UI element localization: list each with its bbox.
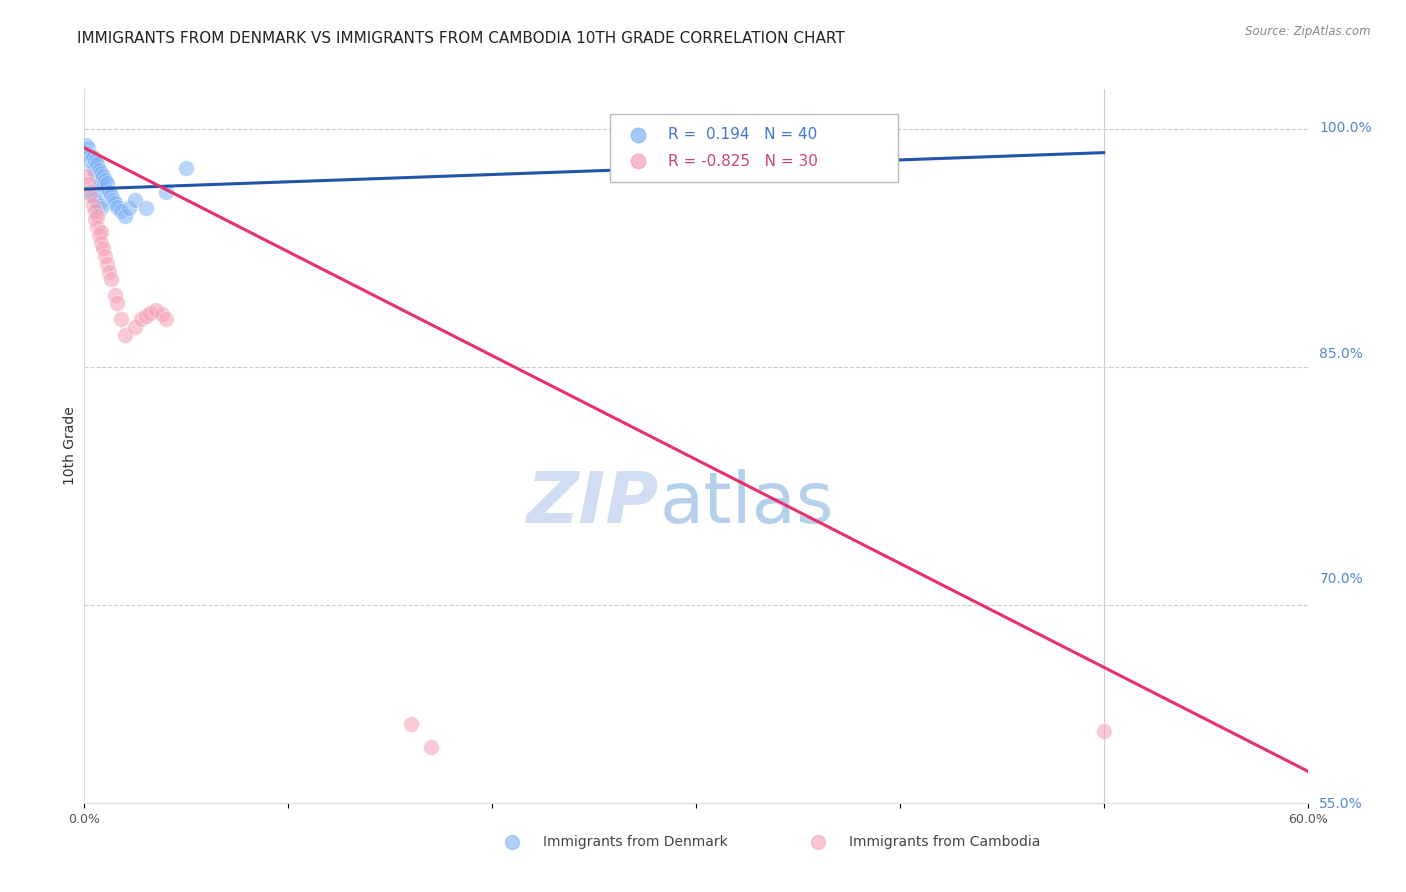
Point: [110, 312, 132, 326]
Point: [77, 178, 100, 192]
Point: [86, 169, 108, 184]
Point: [96, 257, 118, 271]
Point: [86, 220, 108, 235]
Text: IMMIGRANTS FROM DENMARK VS IMMIGRANTS FROM CAMBODIA 10TH GRADE CORRELATION CHART: IMMIGRANTS FROM DENMARK VS IMMIGRANTS FR…: [77, 31, 845, 46]
Point: [86, 157, 108, 171]
FancyBboxPatch shape: [610, 114, 898, 182]
Point: [90, 166, 112, 180]
Point: [86, 209, 108, 223]
Point: [135, 309, 157, 323]
Point: [135, 201, 157, 215]
Point: [100, 188, 122, 202]
Point: [87, 163, 110, 178]
Point: [90, 225, 112, 239]
Point: [124, 193, 146, 207]
Point: [155, 186, 177, 200]
Point: [114, 328, 136, 343]
Point: [82, 198, 104, 212]
Point: [87, 172, 110, 186]
Text: atlas: atlas: [659, 468, 834, 538]
Point: [420, 740, 443, 755]
Point: [75, 137, 97, 152]
Point: [91, 169, 114, 184]
Point: [101, 193, 124, 207]
Point: [83, 161, 105, 176]
Text: R = -0.825   N = 30: R = -0.825 N = 30: [668, 154, 818, 169]
Point: [399, 716, 422, 731]
Point: [79, 188, 101, 202]
Point: [97, 186, 120, 200]
Point: [77, 141, 100, 155]
Point: [82, 160, 104, 174]
Point: [118, 201, 141, 215]
Text: R =  0.194   N = 40: R = 0.194 N = 40: [668, 128, 817, 142]
Point: [83, 192, 105, 206]
Point: [124, 320, 146, 334]
Point: [104, 288, 127, 302]
Point: [82, 157, 104, 171]
Point: [75, 169, 97, 184]
Point: [79, 186, 101, 200]
Point: [90, 176, 112, 190]
Point: [91, 178, 114, 193]
Point: [83, 166, 105, 180]
Point: [93, 182, 115, 196]
Point: [997, 223, 1019, 237]
Point: [105, 200, 128, 214]
Point: [93, 249, 115, 263]
Point: [100, 272, 122, 286]
Point: [145, 302, 167, 317]
Point: [90, 201, 112, 215]
Point: [79, 153, 101, 168]
Point: [97, 264, 120, 278]
Point: [83, 153, 105, 168]
Point: [87, 198, 110, 212]
Point: [96, 176, 118, 190]
Point: [105, 296, 128, 310]
Point: [1092, 724, 1115, 739]
Text: Immigrants from Cambodia: Immigrants from Cambodia: [849, 835, 1040, 849]
Point: [174, 161, 197, 176]
Point: [87, 228, 110, 243]
Point: [997, 282, 1019, 296]
Point: [114, 209, 136, 223]
Point: [110, 204, 132, 219]
Point: [155, 312, 177, 326]
Text: Source: ZipAtlas.com: Source: ZipAtlas.com: [1246, 25, 1371, 38]
Point: [79, 149, 101, 163]
Point: [82, 188, 104, 202]
Text: Immigrants from Denmark: Immigrants from Denmark: [543, 835, 728, 849]
Point: [83, 204, 105, 219]
Point: [90, 235, 112, 250]
Point: [83, 212, 105, 227]
Point: [82, 150, 104, 164]
Text: ZIP: ZIP: [527, 468, 659, 538]
Point: [150, 307, 173, 321]
Point: [93, 172, 115, 186]
Point: [77, 145, 100, 160]
Point: [131, 312, 153, 326]
Point: [86, 194, 108, 209]
Point: [104, 196, 127, 211]
Point: [138, 306, 160, 320]
Point: [91, 241, 114, 255]
Y-axis label: 10th Grade: 10th Grade: [63, 407, 77, 485]
